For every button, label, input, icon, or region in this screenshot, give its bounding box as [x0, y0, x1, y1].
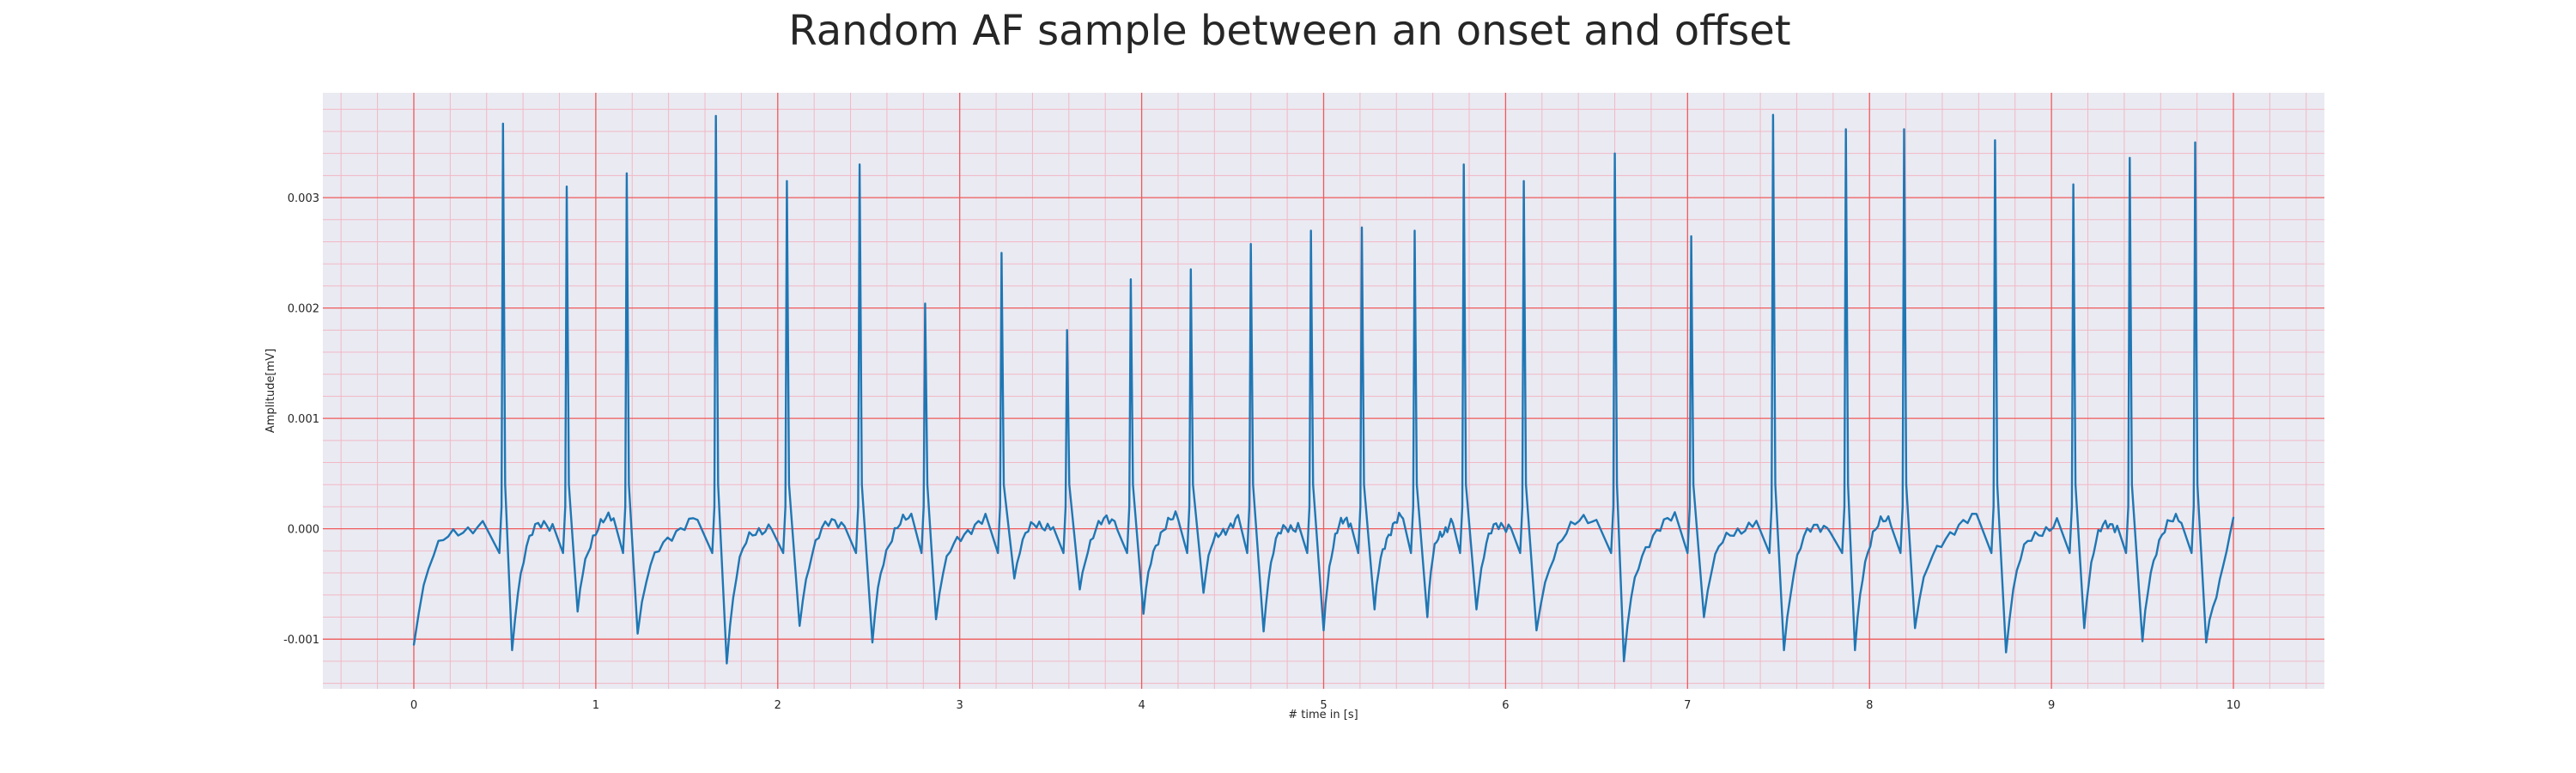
x-tick-label: 0 [410, 699, 417, 712]
x-tick-label: 1 [592, 699, 599, 712]
y-tick-label: 0.000 [288, 524, 319, 537]
y-tick-label: -0.001 [283, 634, 319, 647]
major-grid [323, 93, 2324, 689]
x-tick-label: 8 [1866, 699, 1873, 712]
y-tick-label: 0.003 [288, 192, 319, 205]
x-tick-label: 7 [1684, 699, 1691, 712]
x-tick-label: 6 [1502, 699, 1509, 712]
y-tick-label: 0.001 [288, 413, 319, 426]
x-tick-label: 2 [775, 699, 781, 712]
x-tick-label: 10 [2227, 699, 2241, 712]
y-axis-ticks: -0.001 0.000 0.001 0.002 0.003 [283, 192, 319, 647]
x-tick-label: 9 [2048, 699, 2055, 712]
x-axis-ticks: 0 1 2 3 4 5 6 7 8 9 10 [410, 699, 2241, 712]
y-tick-label: 0.002 [288, 303, 319, 316]
y-axis-label: Amplitude[mV] [264, 349, 277, 433]
x-tick-label: 5 [1320, 699, 1327, 712]
ecg-signal-line [412, 113, 2235, 665]
x-tick-label: 3 [957, 699, 963, 712]
x-tick-label: 4 [1138, 699, 1145, 712]
x-axis-label: # time in [s] [1288, 709, 1358, 721]
chart-title: Random AF sample between an onset and of… [788, 7, 1790, 55]
